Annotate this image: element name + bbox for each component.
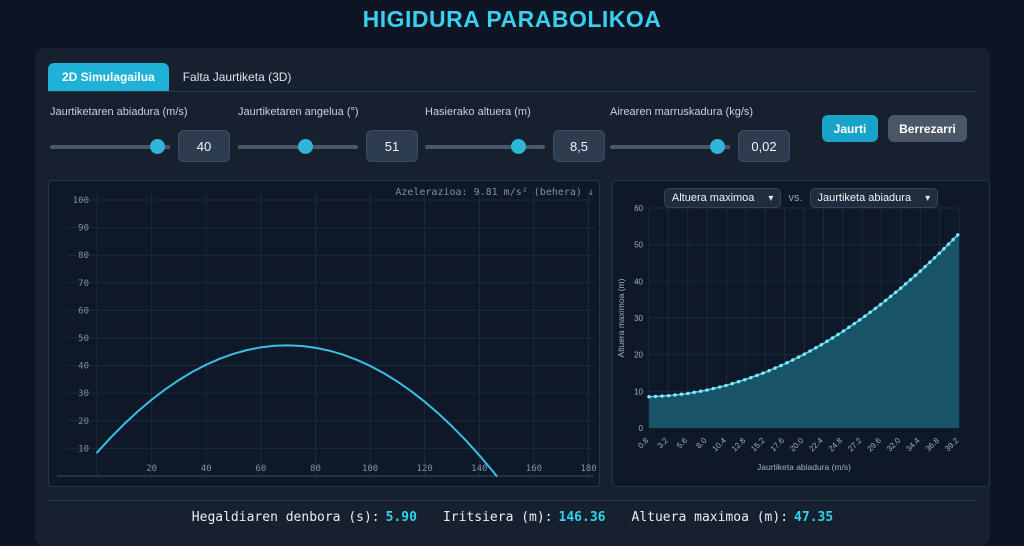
svg-text:50: 50 (78, 334, 89, 344)
initial-height-control: Hasierako altuera (m) 8,5 (425, 106, 610, 162)
svg-text:100: 100 (73, 196, 89, 206)
launch-angle-value: 51 (366, 130, 418, 162)
launch-speed-slider[interactable] (50, 138, 170, 154)
page-title: HIGIDURA PARABOLIKOA (362, 6, 662, 32)
launch-speed-control: Jaurtiketaren abiadura (m/s) 40 (50, 106, 235, 162)
simulator-panel: 2D Simulagailua Falta Jaurtiketa (3D) Ja… (35, 48, 990, 546)
svg-text:10.4: 10.4 (711, 436, 729, 454)
svg-text:10: 10 (634, 387, 643, 396)
launch-button[interactable]: Jaurti (822, 115, 878, 142)
svg-text:20: 20 (78, 417, 89, 427)
svg-text:10: 10 (78, 444, 89, 454)
tab-foul-shot-3d[interactable]: Falta Jaurtiketa (3D) (182, 70, 292, 84)
svg-text:100: 100 (362, 464, 378, 474)
svg-text:22.4: 22.4 (807, 436, 825, 454)
launch-angle-label: Jaurtiketaren angelua (°) (238, 106, 359, 118)
slider-thumb[interactable] (298, 138, 314, 154)
svg-text:20: 20 (146, 464, 157, 474)
initial-height-label: Hasierako altuera (m) (425, 106, 531, 118)
svg-text:60: 60 (255, 464, 266, 474)
launch-angle-slider[interactable] (238, 138, 358, 154)
svg-text:3.2: 3.2 (656, 436, 671, 451)
air-drag-control: Airearen marruskadura (kg/s) 0,02 (610, 106, 795, 162)
tab-2d-simulator[interactable]: 2D Simulagailua (48, 63, 169, 91)
svg-text:80: 80 (310, 464, 321, 474)
slider-thumb[interactable] (710, 138, 725, 154)
svg-text:5.6: 5.6 (675, 436, 690, 451)
flight-time-stat: Hegaldiaren denbora (s): 5.90 (191, 510, 417, 525)
y-variable-select[interactable]: Altuera maximoa ▾ (663, 188, 782, 208)
svg-text:160: 160 (526, 464, 542, 474)
svg-text:Altuera maximoa (m): Altuera maximoa (m) (616, 278, 626, 357)
svg-text:30: 30 (78, 389, 89, 399)
svg-text:20: 20 (634, 351, 643, 360)
slider-track[interactable] (238, 144, 358, 149)
svg-text:24.8: 24.8 (827, 436, 845, 454)
initial-height-slider[interactable] (425, 138, 545, 154)
chart-variable-selectors: Altuera maximoa ▾ vs. Jaurtiketa abiadur… (613, 188, 989, 208)
launch-speed-value: 40 (178, 130, 230, 162)
svg-text:70: 70 (78, 279, 89, 289)
air-drag-label: Airearen marruskadura (kg/s) (610, 106, 754, 118)
chevron-down-icon: ▾ (925, 192, 931, 204)
vs-label: vs. (788, 192, 803, 204)
svg-text:17.6: 17.6 (769, 436, 787, 454)
slider-thumb[interactable] (510, 138, 526, 154)
svg-text:20.0: 20.0 (788, 436, 806, 454)
slider-track[interactable] (50, 144, 170, 149)
chevron-down-icon: ▾ (768, 192, 774, 204)
max-height-stat: Altuera maximoa (m): 47.35 (631, 510, 834, 525)
x-variable-label: Jaurtiketa abiadura (817, 192, 912, 204)
y-variable-label: Altuera maximoa (671, 192, 755, 204)
svg-text:0: 0 (639, 424, 644, 433)
svg-text:27.2: 27.2 (846, 436, 864, 454)
svg-text:40: 40 (201, 464, 212, 474)
svg-text:8.0: 8.0 (694, 436, 709, 451)
svg-text:140: 140 (471, 464, 487, 474)
svg-text:60: 60 (78, 306, 89, 316)
initial-height-value: 8,5 (553, 130, 605, 162)
svg-text:40: 40 (78, 362, 89, 372)
svg-text:90: 90 (78, 224, 89, 234)
range-stat: Iritsiera (m): 146.36 (442, 510, 606, 525)
svg-text:80: 80 (78, 251, 89, 261)
trajectory-chart: 10 20 30 40 50 60 70 80 90 100 20 40 60 80 100 120 140 16… (57, 187, 597, 477)
stats-divider (48, 500, 977, 501)
svg-text:15.2: 15.2 (749, 436, 767, 454)
launch-speed-label: Jaurtiketaren abiadura (m/s) (50, 106, 188, 118)
svg-text:29.6: 29.6 (866, 436, 884, 454)
air-drag-slider[interactable] (610, 138, 730, 154)
svg-text:0.8: 0.8 (636, 436, 651, 451)
svg-text:34.4: 34.4 (904, 436, 922, 454)
x-variable-select[interactable]: Jaurtiketa abiadura ▾ (809, 188, 939, 208)
launch-angle-control: Jaurtiketaren angelua (°) 51 (238, 106, 423, 162)
range-value: 146.36 (558, 510, 606, 525)
svg-text:180: 180 (580, 464, 596, 474)
analysis-chart-panel: Altuera maximoa ▾ vs. Jaurtiketa abiadur… (612, 180, 990, 487)
svg-text:Azelerazioa: 9.81 m/s² (behera: Azelerazioa: 9.81 m/s² (behera) ↓ (395, 187, 594, 198)
svg-text:30: 30 (634, 314, 643, 323)
slider-track[interactable] (610, 144, 730, 149)
svg-text:12.8: 12.8 (730, 436, 748, 454)
svg-text:40: 40 (634, 277, 643, 286)
svg-text:32.0: 32.0 (885, 436, 903, 454)
air-drag-value: 0,02 (738, 130, 790, 162)
slider-thumb[interactable] (150, 138, 165, 154)
flight-time-value: 5.90 (385, 510, 417, 525)
svg-text:60: 60 (634, 204, 643, 213)
analysis-chart: 0 10 20 30 40 50 60 0.8 3.2 5.6 8.0 10.4 12.8 15.2 17.… (616, 204, 961, 472)
trajectory-chart-panel: 10 20 30 40 50 60 70 80 90 100 20 40 60 80 100 120 140 16… (48, 180, 600, 487)
tab-bar: 2D Simulagailua Falta Jaurtiketa (3D) (48, 63, 977, 92)
slider-track[interactable] (425, 144, 545, 149)
svg-text:36.8: 36.8 (924, 436, 942, 454)
max-height-value: 47.35 (794, 510, 834, 525)
svg-text:120: 120 (417, 464, 433, 474)
reset-button[interactable]: Berrezarri (888, 115, 967, 142)
svg-text:50: 50 (634, 241, 643, 250)
results-bar: Hegaldiaren denbora (s): 5.90 Iritsiera (… (35, 510, 990, 525)
svg-text:39.2: 39.2 (943, 436, 961, 454)
svg-text:Jaurtiketa abiadura (m/s): Jaurtiketa abiadura (m/s) (757, 462, 851, 472)
